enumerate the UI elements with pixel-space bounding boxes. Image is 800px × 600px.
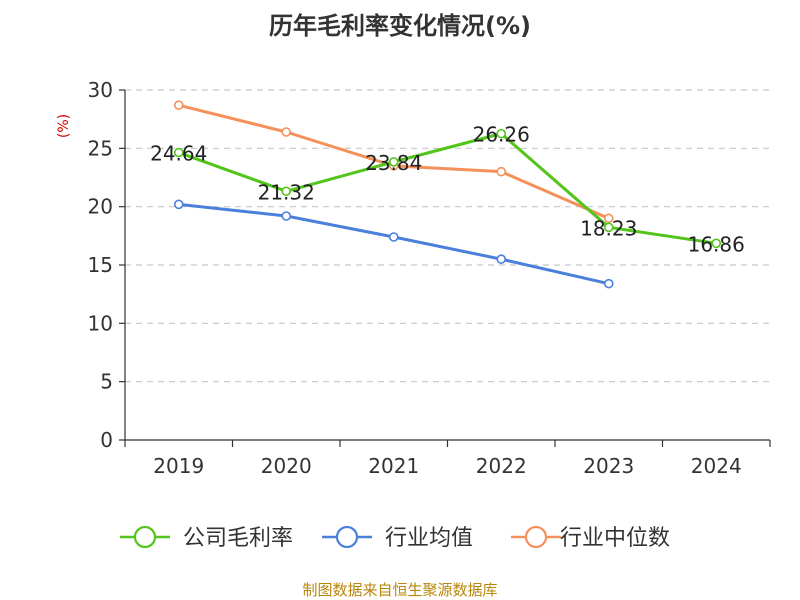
data-point [603, 278, 614, 289]
legend-marker [133, 525, 157, 549]
x-tick-label: 2021 [368, 454, 419, 478]
y-tick-label: 0 [100, 428, 113, 452]
y-tick-label: 25 [88, 136, 113, 160]
data-label: 24.64 [150, 142, 207, 166]
y-tick-label: 20 [88, 195, 113, 219]
y-tick-label: 5 [100, 370, 113, 394]
legend: 公司毛利率 行业均值 行业中位数 [120, 525, 670, 551]
data-point [603, 213, 614, 224]
x-tick-label: 2024 [691, 454, 742, 478]
data-point [496, 254, 507, 264]
legend-label: 行业均值 [385, 526, 473, 551]
data-point [496, 128, 507, 139]
x-tick-label: 2023 [583, 454, 634, 478]
y-axis-label: (%) [56, 114, 72, 138]
data-point [281, 127, 292, 137]
data-point [496, 166, 507, 177]
series-lines [173, 100, 722, 289]
data-point [711, 238, 722, 249]
y-tick-label: 10 [88, 311, 113, 335]
chart-title: 历年毛利率变化情况(%) [269, 12, 531, 40]
data-label: 26.26 [473, 123, 530, 147]
data-point [603, 222, 614, 233]
data-labels: 24.64 21.32 23.84 26.26 18.23 16.86 [150, 123, 745, 257]
source-note: 制图数据来自恒生聚源数据库 [302, 581, 497, 599]
legend-label: 公司毛利率 [183, 526, 293, 551]
data-label: 23.84 [365, 151, 422, 175]
data-point [281, 211, 292, 221]
legend-marker [335, 525, 359, 549]
legend-label: 行业中位数 [560, 526, 670, 551]
data-point [173, 100, 184, 110]
y-tick-label: 30 [88, 78, 113, 102]
y-tick-label: 15 [88, 253, 113, 277]
series-line-1 [178, 202, 610, 286]
data-point [173, 199, 184, 210]
x-tick-label: 2020 [261, 454, 312, 478]
x-tick-label: 2019 [153, 454, 204, 478]
data-point [281, 186, 292, 197]
data-label: 16.86 [688, 232, 745, 256]
data-label: 21.32 [258, 180, 315, 204]
x-tick-label: 2022 [476, 454, 527, 478]
data-point [173, 147, 184, 158]
data-label: 18.23 [580, 216, 637, 240]
axes: 0 5 10 15 20 25 30 2019 2020 2021 2022 2023 2024 [88, 78, 771, 478]
series-line-0 [178, 132, 717, 245]
data-point [388, 232, 399, 242]
data-point [388, 157, 399, 167]
legend-marker [524, 525, 548, 549]
